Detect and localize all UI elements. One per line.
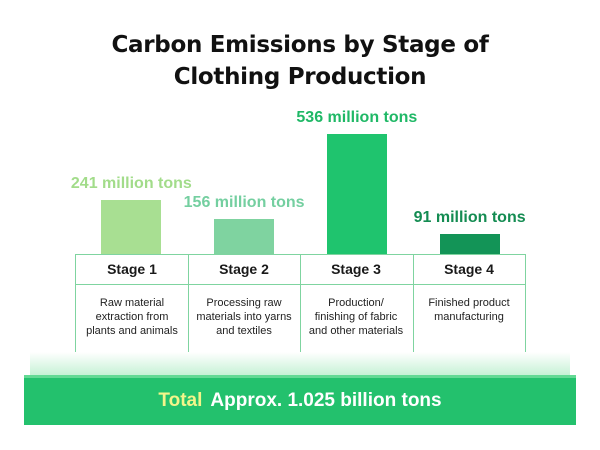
table-column-divider (413, 255, 414, 353)
stage-table: Stage 1 Stage 2 Stage 3 Stage 4 Raw mate… (75, 254, 526, 354)
stage-1-description: Raw material extraction from plants and … (86, 297, 178, 337)
bar-stage-2 (214, 219, 275, 254)
bar-stage-3 (326, 134, 387, 254)
chart-title-line-1: Carbon Emissions by Stage of (111, 32, 489, 58)
stage-3-header: Stage 3 (331, 261, 381, 277)
value-label-stage-3: 536 million tons (296, 109, 418, 126)
stage-4-header: Stage 4 (444, 261, 494, 277)
value-label-stage-2: 156 million tons (183, 194, 305, 211)
value-label-stage-1: 241 million tons (70, 175, 192, 192)
value-label-stage-4: 91 million tons (413, 209, 526, 226)
total-label: Total (158, 390, 203, 411)
bar-stage-1 (101, 200, 162, 254)
total-banner-glow (30, 352, 570, 376)
chart-title: Carbon Emissions by Stage of Clothing Pr… (0, 29, 600, 93)
table-column-divider (188, 255, 189, 353)
total-value: Approx. 1.025 billion tons (210, 390, 442, 411)
stage-3-description: Production/ finishing of fabric and othe… (308, 297, 404, 337)
stage-2-header: Stage 2 (219, 261, 269, 277)
total-text: Total Approx. 1.025 billion tons (24, 378, 576, 425)
stage-2-description: Processing raw materials into yarns and … (196, 297, 292, 337)
stage-1-header: Stage 1 (107, 261, 157, 277)
chart-title-line-2: Clothing Production (173, 64, 427, 90)
stage-4-description: Finished product manufacturing (428, 297, 510, 323)
total-bar: Total Approx. 1.025 billion tons (24, 375, 576, 425)
bar-stage-4 (439, 234, 500, 254)
table-column-divider (300, 255, 301, 353)
total-banner: Total Approx. 1.025 billion tons (0, 352, 600, 450)
